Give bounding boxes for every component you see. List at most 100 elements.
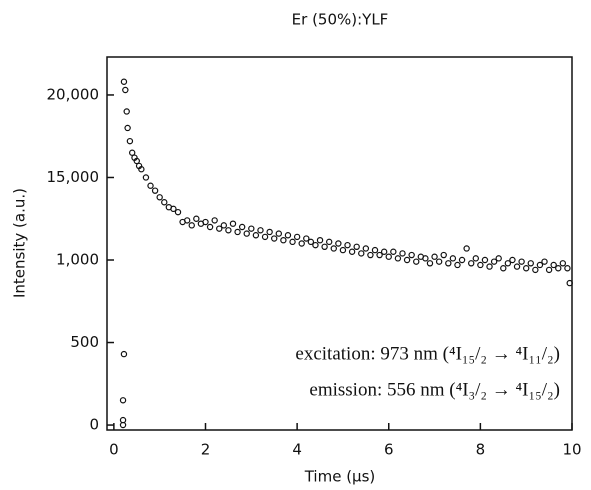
data-point xyxy=(536,261,544,269)
data-point xyxy=(133,157,140,165)
data-point xyxy=(243,230,250,237)
data-point xyxy=(463,245,470,252)
data-point xyxy=(522,265,530,272)
x-tick-label: 10 xyxy=(562,441,581,459)
data-point xyxy=(126,137,134,145)
data-point xyxy=(183,217,191,224)
x-tick-label: 6 xyxy=(384,441,394,459)
data-point xyxy=(403,256,411,264)
data-point xyxy=(527,260,534,267)
data-point xyxy=(477,261,484,269)
data-point xyxy=(339,246,347,254)
data-point xyxy=(380,248,388,255)
data-point xyxy=(147,182,154,189)
data-point xyxy=(545,266,553,274)
data-point xyxy=(330,245,337,252)
data-point xyxy=(120,350,128,358)
data-point xyxy=(449,255,457,262)
data-point xyxy=(353,243,360,251)
data-point xyxy=(257,227,264,234)
x-tick-label: 8 xyxy=(476,441,486,459)
data-point xyxy=(440,251,447,259)
data-point xyxy=(550,261,557,269)
data-point xyxy=(468,260,475,267)
data-point xyxy=(289,238,296,246)
data-point xyxy=(312,241,319,249)
y-tick-label: 1,000 xyxy=(56,251,99,269)
data-point xyxy=(303,235,310,242)
y-tick-label: 0 xyxy=(89,416,99,434)
data-point xyxy=(495,255,502,262)
data-point xyxy=(248,225,255,232)
data-point xyxy=(252,232,260,239)
data-point xyxy=(142,174,150,181)
data-point xyxy=(335,240,342,247)
data-point xyxy=(284,232,292,239)
plot-frame xyxy=(106,56,573,431)
x-tick-label: 2 xyxy=(201,441,211,459)
chart-title: Er (50%):YLF xyxy=(292,11,389,29)
annotation: emission: 556 nm (⁴I₃/₂ → ⁴I₁₅/₂) xyxy=(309,379,560,400)
x-tick-label: 4 xyxy=(292,441,302,459)
y-tick-label: 500 xyxy=(70,333,99,351)
data-point xyxy=(293,233,301,241)
data-point xyxy=(174,208,182,216)
data-point xyxy=(362,245,370,252)
data-point xyxy=(161,199,168,206)
data-point xyxy=(216,225,223,232)
data-point xyxy=(348,248,356,255)
annotation: excitation: 973 nm (⁴I₁₅/₂ → ⁴I₁₁/₂) xyxy=(295,343,560,364)
data-point xyxy=(220,222,228,229)
data-point xyxy=(390,248,397,255)
data-point xyxy=(234,228,241,236)
data-point xyxy=(481,256,489,264)
data-point xyxy=(128,149,136,156)
data-point xyxy=(500,265,507,272)
y-tick-label: 20,000 xyxy=(47,85,100,103)
data-point xyxy=(394,255,402,262)
data-point xyxy=(399,250,406,257)
data-point xyxy=(422,255,429,262)
data-point xyxy=(435,258,443,265)
y-tick-label: 15,000 xyxy=(47,168,100,186)
data-point xyxy=(555,265,562,272)
data-point xyxy=(564,265,571,272)
data-point xyxy=(316,236,324,244)
data-point xyxy=(124,124,131,132)
data-point xyxy=(123,108,130,115)
data-point xyxy=(472,255,479,262)
data-point xyxy=(358,250,365,257)
data-point xyxy=(170,205,177,213)
data-point xyxy=(122,86,129,94)
data-point xyxy=(509,256,516,264)
data-point xyxy=(271,235,278,242)
data-point xyxy=(385,253,392,260)
data-point xyxy=(261,233,269,241)
x-axis-label: Time (μs) xyxy=(304,468,376,486)
data-point xyxy=(151,187,159,194)
data-point xyxy=(202,218,209,226)
data-point xyxy=(138,166,145,173)
data-point xyxy=(559,260,567,267)
data-point xyxy=(367,251,374,259)
data-point xyxy=(193,215,200,222)
data-point xyxy=(266,228,273,236)
data-point xyxy=(298,240,305,247)
data-point xyxy=(504,260,512,267)
data-point xyxy=(307,238,315,246)
data-point xyxy=(321,243,328,251)
data-point xyxy=(344,241,351,249)
data-point xyxy=(541,258,548,265)
data-point xyxy=(119,416,127,424)
data-point xyxy=(376,251,383,259)
data-point xyxy=(280,236,287,244)
data-point xyxy=(225,227,232,234)
data-point xyxy=(211,217,218,224)
data-point xyxy=(490,258,498,265)
y-axis-label: Intensity (a.u.) xyxy=(11,188,29,298)
data-point xyxy=(188,222,195,229)
data-point xyxy=(325,238,333,246)
data-point xyxy=(518,258,525,265)
data-point xyxy=(486,263,493,270)
